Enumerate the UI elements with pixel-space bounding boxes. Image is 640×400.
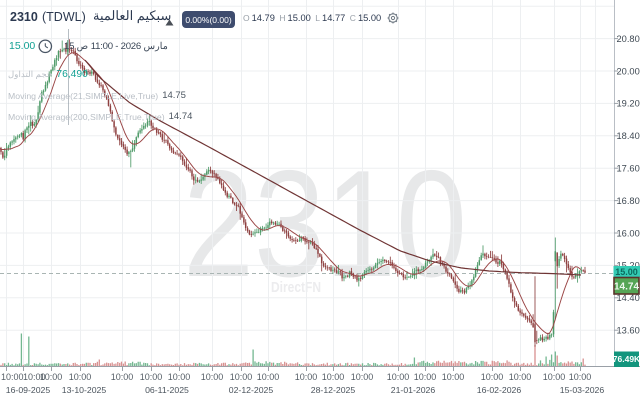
svg-text:10:00: 10:00 [1,372,24,382]
svg-text:28-12-2025: 28-12-2025 [311,385,356,395]
svg-text:18.40: 18.40 [617,131,640,141]
svg-text:76.49K: 76.49K [613,354,640,364]
svg-text:14.74: 14.74 [614,282,639,293]
svg-text:10:00: 10:00 [111,372,134,382]
svg-text:13.60: 13.60 [617,326,640,336]
svg-text:15-03-2026: 15-03-2026 [560,385,605,395]
svg-text:16-02-2026: 16-02-2026 [477,385,522,395]
svg-text:10:00: 10:00 [257,372,280,382]
svg-text:10:00: 10:00 [569,372,592,382]
svg-text:14.40: 14.40 [617,293,640,303]
svg-text:15.20: 15.20 [617,261,640,271]
svg-text:20.00: 20.00 [617,66,640,76]
svg-text:10:00: 10:00 [230,372,253,382]
svg-text:16.80: 16.80 [617,196,640,206]
svg-text:10:00: 10:00 [295,372,318,382]
svg-text:20.80: 20.80 [617,34,640,44]
svg-text:19.20: 19.20 [617,99,640,109]
svg-text:10:00: 10:00 [23,372,46,382]
svg-text:21-01-2026: 21-01-2026 [391,385,436,395]
svg-text:10:00: 10:00 [40,372,63,382]
svg-text:16.00: 16.00 [617,228,640,238]
svg-text:15.00: 15.00 [615,267,638,277]
svg-text:10:00: 10:00 [509,372,532,382]
svg-text:10:00: 10:00 [414,372,437,382]
svg-text:10:00: 10:00 [387,372,410,382]
svg-text:10:00: 10:00 [140,372,163,382]
svg-text:10:00: 10:00 [168,372,191,382]
svg-text:06-11-2025: 06-11-2025 [145,385,189,395]
svg-text:10:00: 10:00 [351,372,374,382]
svg-text:10:00: 10:00 [201,372,224,382]
svg-text:2310: 2310 [183,139,467,309]
svg-text:13-10-2025: 13-10-2025 [62,385,107,395]
svg-text:02-12-2025: 02-12-2025 [229,385,274,395]
svg-text:10:00: 10:00 [322,372,345,382]
svg-text:10:00: 10:00 [481,372,504,382]
svg-text:10:00: 10:00 [442,372,465,382]
svg-text:16-09-2025: 16-09-2025 [6,385,51,395]
svg-text:10:00: 10:00 [543,372,566,382]
svg-text:DirectFN: DirectFN [271,279,321,296]
svg-text:10:00: 10:00 [69,372,92,382]
svg-text:17.60: 17.60 [617,164,640,174]
